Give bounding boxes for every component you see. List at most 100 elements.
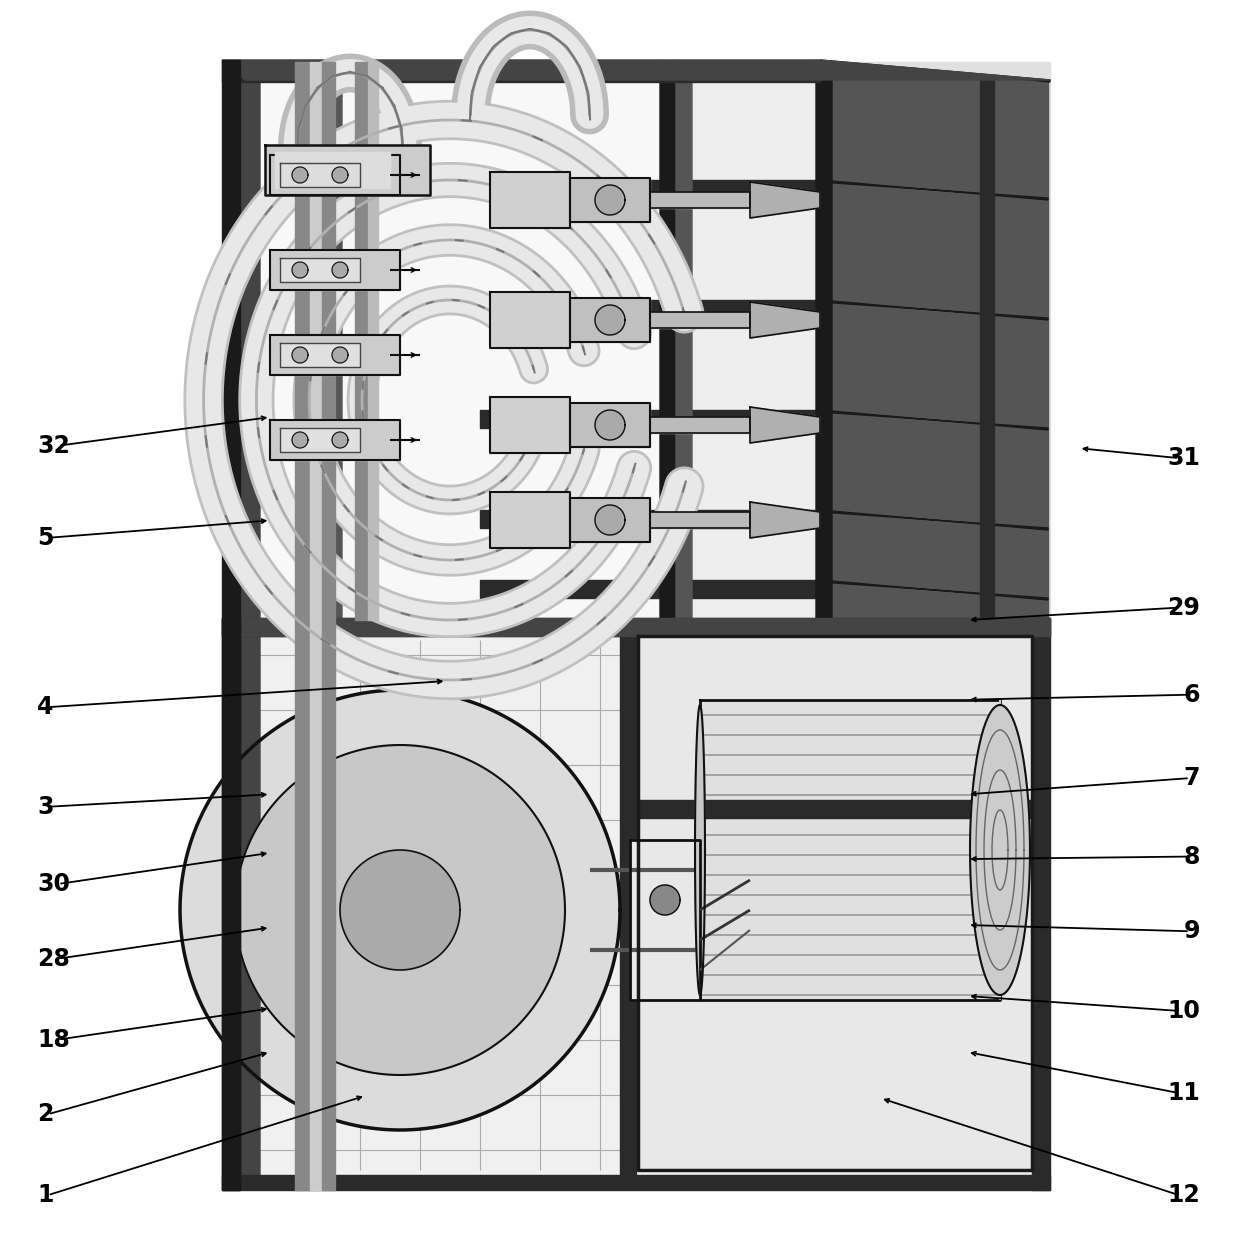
Polygon shape	[241, 60, 260, 1190]
Text: 5: 5	[37, 525, 53, 550]
Text: 10: 10	[1167, 998, 1200, 1023]
Polygon shape	[480, 410, 820, 428]
Polygon shape	[480, 181, 820, 198]
Polygon shape	[595, 505, 625, 535]
Polygon shape	[340, 850, 460, 970]
Text: 32: 32	[37, 433, 71, 458]
Polygon shape	[291, 432, 308, 448]
Polygon shape	[694, 705, 706, 995]
Polygon shape	[650, 512, 750, 528]
Polygon shape	[570, 298, 650, 342]
Polygon shape	[970, 705, 1030, 995]
Text: 12: 12	[1168, 1183, 1200, 1208]
Polygon shape	[368, 62, 378, 620]
Polygon shape	[310, 62, 322, 1190]
Polygon shape	[310, 60, 326, 620]
Polygon shape	[750, 182, 820, 218]
Polygon shape	[670, 62, 820, 618]
Text: 1: 1	[37, 1183, 53, 1208]
Polygon shape	[595, 410, 625, 439]
Text: 2: 2	[37, 1102, 53, 1127]
Polygon shape	[820, 181, 1048, 200]
Text: 11: 11	[1168, 1081, 1200, 1106]
Polygon shape	[820, 580, 1048, 600]
Polygon shape	[332, 167, 348, 183]
Polygon shape	[701, 700, 999, 1000]
Polygon shape	[270, 250, 401, 290]
Polygon shape	[265, 144, 430, 195]
Polygon shape	[1032, 618, 1050, 1190]
Polygon shape	[280, 344, 360, 367]
Polygon shape	[820, 410, 1048, 430]
Polygon shape	[570, 498, 650, 542]
Polygon shape	[222, 618, 1050, 1190]
Polygon shape	[291, 261, 308, 278]
Polygon shape	[639, 636, 1032, 1170]
Polygon shape	[980, 80, 994, 618]
Polygon shape	[750, 303, 820, 337]
Polygon shape	[676, 60, 692, 620]
Polygon shape	[570, 403, 650, 447]
Polygon shape	[326, 60, 342, 620]
Polygon shape	[480, 580, 820, 598]
Polygon shape	[332, 347, 348, 364]
Polygon shape	[490, 397, 570, 453]
Polygon shape	[280, 163, 360, 187]
Polygon shape	[291, 167, 308, 183]
Text: 9: 9	[1184, 919, 1200, 944]
Polygon shape	[480, 300, 820, 317]
Polygon shape	[332, 432, 348, 448]
Polygon shape	[490, 492, 570, 548]
Text: 6: 6	[1184, 682, 1200, 707]
Polygon shape	[222, 60, 820, 82]
Polygon shape	[490, 293, 570, 349]
Polygon shape	[332, 261, 348, 278]
Text: 18: 18	[37, 1027, 71, 1052]
Polygon shape	[355, 62, 368, 620]
Polygon shape	[820, 510, 1048, 530]
Polygon shape	[222, 62, 670, 618]
Polygon shape	[660, 60, 676, 620]
Polygon shape	[295, 62, 310, 1190]
Polygon shape	[570, 178, 650, 222]
Polygon shape	[650, 885, 680, 915]
Polygon shape	[595, 305, 625, 335]
Text: 31: 31	[1167, 446, 1200, 471]
Polygon shape	[820, 62, 1050, 618]
Polygon shape	[750, 502, 820, 538]
Polygon shape	[820, 300, 1048, 320]
Polygon shape	[222, 60, 1050, 80]
Text: 8: 8	[1184, 844, 1200, 869]
Text: 7: 7	[1184, 766, 1200, 791]
Polygon shape	[222, 618, 241, 1190]
Polygon shape	[280, 428, 360, 452]
Polygon shape	[280, 258, 360, 283]
Polygon shape	[650, 417, 750, 433]
Polygon shape	[236, 745, 565, 1074]
Polygon shape	[222, 1175, 1050, 1190]
Polygon shape	[322, 62, 335, 1190]
Polygon shape	[222, 60, 241, 1190]
Polygon shape	[180, 690, 620, 1130]
Polygon shape	[291, 347, 308, 364]
Polygon shape	[270, 335, 401, 375]
Polygon shape	[816, 60, 832, 620]
Polygon shape	[639, 801, 1032, 818]
Polygon shape	[270, 420, 401, 459]
Polygon shape	[832, 80, 1048, 618]
Polygon shape	[275, 152, 391, 188]
Text: 3: 3	[37, 794, 53, 819]
Text: 28: 28	[37, 946, 71, 971]
Text: 29: 29	[1167, 595, 1200, 620]
Polygon shape	[820, 60, 1050, 82]
Polygon shape	[650, 312, 750, 327]
Polygon shape	[650, 192, 750, 208]
Polygon shape	[999, 700, 1004, 1000]
Polygon shape	[490, 172, 570, 228]
Polygon shape	[270, 154, 401, 195]
Polygon shape	[620, 636, 636, 1175]
Polygon shape	[222, 618, 1050, 636]
Polygon shape	[595, 186, 625, 215]
Text: 4: 4	[37, 695, 53, 720]
Text: 30: 30	[37, 872, 71, 896]
